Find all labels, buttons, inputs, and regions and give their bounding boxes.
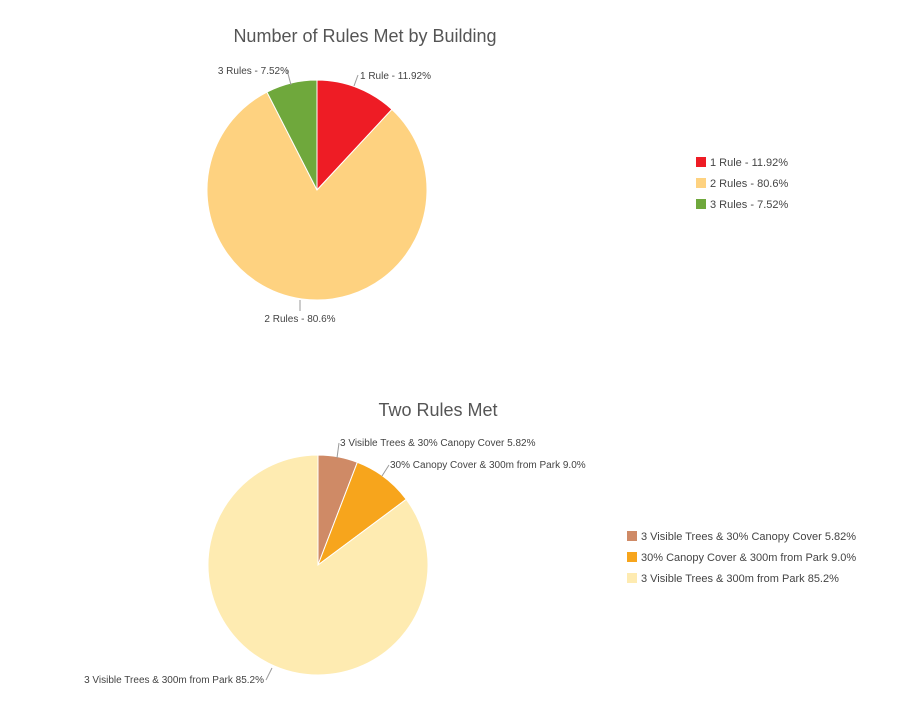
slice-label: 3 Rules - 7.52% [218,66,289,77]
legend-label: 30% Canopy Cover & 300m from Park 9.0% [641,552,856,564]
legend-label: 3 Visible Trees & 30% Canopy Cover 5.82% [641,531,856,543]
pie-chart-1: Number of Rules Met by Building 1 Rule - … [206,26,788,325]
chart-title: Two Rules Met [378,400,497,420]
slice-label: 1 Rule - 11.92% [360,71,431,82]
pie-slice [207,454,429,676]
leader-line [286,69,292,86]
pie-slice [316,79,393,192]
chart-title: Number of Rules Met by Building [233,26,496,46]
legend-swatch [627,573,637,583]
legend-label: 3 Visible Trees & 300m from Park 85.2% [641,573,839,585]
pie-slice [266,79,318,191]
pie-chart-2: Two Rules Met 3 Visible Trees & 30% Canop… [84,400,856,686]
legend-swatch [696,178,706,188]
legend-label: 1 Rule - 11.92% [710,157,788,169]
leader-line [381,464,390,477]
slice-label: 3 Visible Trees & 300m from Park 85.2% [84,675,264,686]
legend-swatch [627,552,637,562]
slice-label: 30% Canopy Cover & 300m from Park 9.0% [390,460,586,471]
slice-label: 2 Rules - 80.6% [264,314,335,325]
slice-label: 3 Visible Trees & 30% Canopy Cover 5.82% [340,438,536,449]
leader-line [353,74,359,87]
pie-slice [206,91,428,301]
legend-swatch [696,157,706,167]
legend-swatch [627,531,637,541]
leader-line [336,442,340,459]
leader-line [265,667,273,681]
legend-label: 3 Rules - 7.52% [710,199,788,211]
legend-swatch [696,199,706,209]
legend-label: 2 Rules - 80.6% [710,178,788,190]
